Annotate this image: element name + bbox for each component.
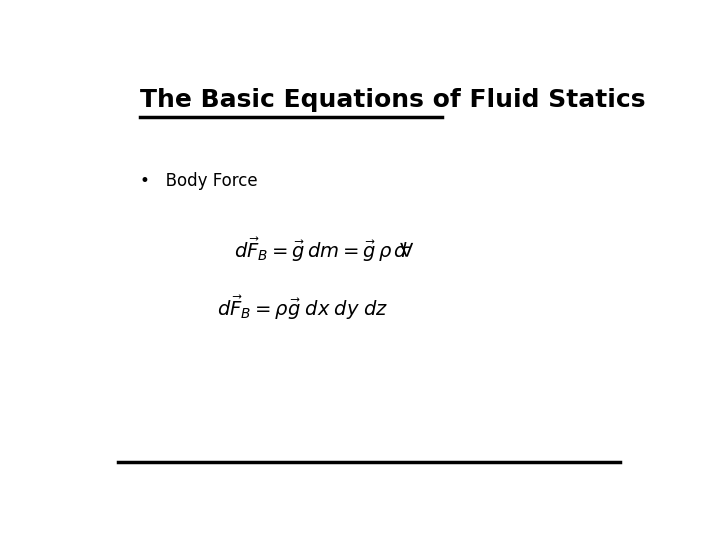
Text: •   Body Force: • Body Force <box>140 172 258 190</box>
Text: $d\vec{F}_B = \vec{g}\,dm = \vec{g}\,\rho\, d\!\!\mathit{\forall}$: $d\vec{F}_B = \vec{g}\,dm = \vec{g}\,\rh… <box>234 235 415 264</box>
Text: The Basic Equations of Fluid Statics: The Basic Equations of Fluid Statics <box>140 87 646 112</box>
Text: $d\vec{F}_B = \rho\vec{g}\; dx\; dy\; dz$: $d\vec{F}_B = \rho\vec{g}\; dx\; dy\; dz… <box>217 294 387 322</box>
